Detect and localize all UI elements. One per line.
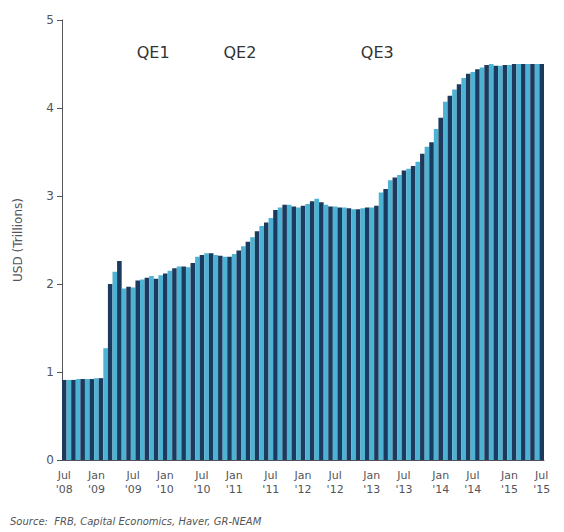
svg-text:Jul: Jul [534,469,548,482]
svg-text:'10: '10 [157,483,174,496]
svg-text:'15: '15 [501,483,518,496]
svg-text:Jul: Jul [327,469,341,482]
svg-text:Jan: Jan [87,469,105,482]
svg-text:QE2: QE2 [223,43,256,62]
svg-text:'15: '15 [533,483,550,496]
svg-text:Jan: Jan [500,469,518,482]
svg-text:'08: '08 [56,483,73,496]
svg-text:Jul: Jul [57,469,71,482]
svg-text:Jan: Jan [225,469,243,482]
svg-text:Jul: Jul [465,469,479,482]
svg-text:Jan: Jan [156,469,174,482]
svg-text:Jan: Jan [431,469,449,482]
svg-text:3: 3 [46,189,54,203]
svg-text:4: 4 [46,101,54,115]
svg-text:'13: '13 [395,483,412,496]
svg-text:USD (Trillions): USD (Trillions) [11,198,25,282]
svg-text:QE3: QE3 [361,43,394,62]
svg-text:Jul: Jul [126,469,140,482]
svg-text:'09: '09 [88,483,105,496]
svg-text:Jul: Jul [194,469,208,482]
svg-text:1: 1 [46,365,54,379]
svg-text:'11: '11 [226,483,243,496]
svg-text:'14: '14 [464,483,481,496]
svg-text:'10: '10 [193,483,210,496]
svg-text:'14: '14 [432,483,449,496]
svg-text:2: 2 [46,277,54,291]
svg-text:Jan: Jan [294,469,312,482]
svg-text:'13: '13 [363,483,380,496]
svg-text:'12: '12 [294,483,311,496]
svg-text:'12: '12 [327,483,344,496]
svg-text:'09: '09 [125,483,142,496]
svg-text:Jan: Jan [362,469,380,482]
svg-text:0: 0 [46,453,54,467]
svg-text:QE1: QE1 [137,43,170,62]
svg-text:'11: '11 [262,483,279,496]
svg-text:5: 5 [46,13,54,27]
svg-text:Jul: Jul [396,469,410,482]
svg-text:Source: FRB, Capital Economic: Source: FRB, Capital Economics, Haver, G… [10,516,262,527]
svg-text:Jul: Jul [263,469,277,482]
